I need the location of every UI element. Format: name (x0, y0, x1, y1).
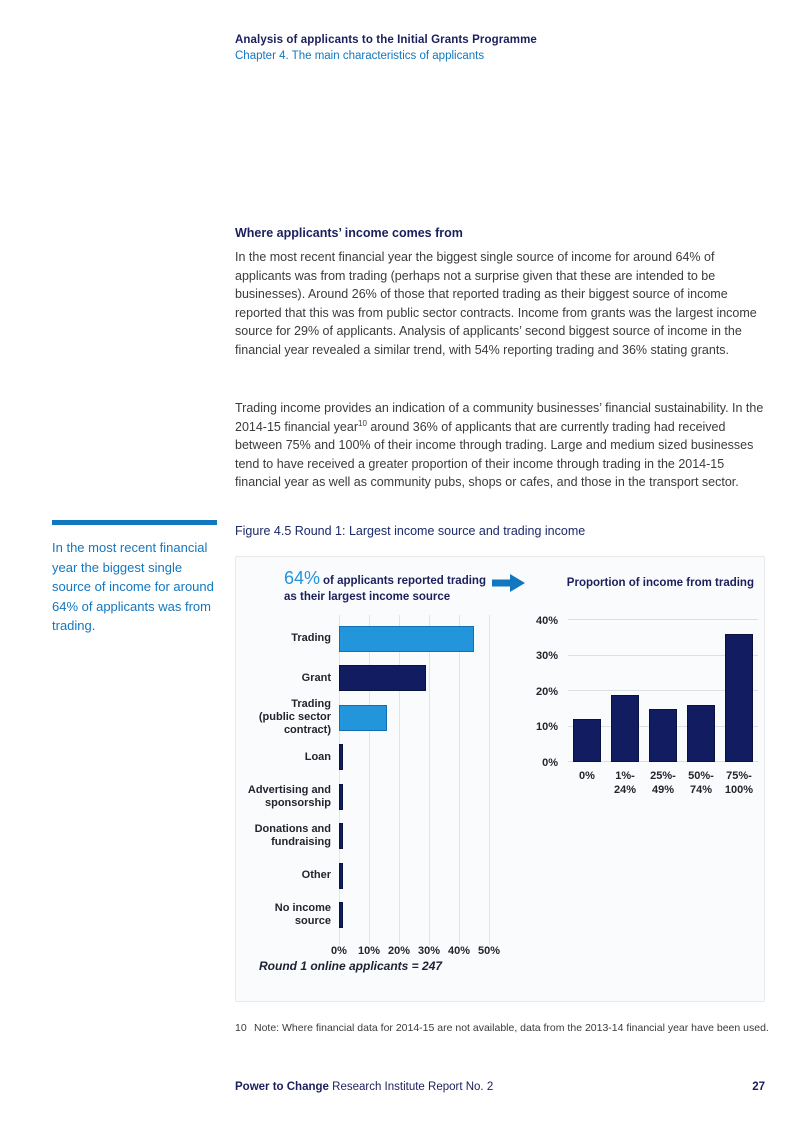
right-chart-title: Proportion of income from trading (566, 577, 754, 589)
bar-no-income-source (339, 902, 343, 929)
gridline (568, 654, 758, 656)
y-tick-label: 0% (542, 756, 558, 769)
x-tick-label: 50% (477, 945, 501, 957)
figure-stat: 64% of applicants reported trading as the… (284, 568, 494, 605)
body-paragraph-1: In the most recent financial year the bi… (235, 250, 757, 357)
figure-title: Figure 4.5 Round 1: Largest income sourc… (235, 524, 586, 538)
bar-donations-and-fundraising (339, 823, 343, 850)
right-arrow-icon (492, 574, 525, 592)
bar-track (339, 744, 489, 771)
chart-row-other: Other (236, 856, 506, 896)
gridline (568, 619, 758, 620)
x-tick-label: 10% (357, 945, 381, 957)
paragraph-text: Trading income provides an indication of… (235, 401, 764, 434)
left-bar-chart: Trading Grant Trading (public sector contrac… (236, 615, 506, 959)
bar-other (339, 862, 343, 889)
paragraph-text: around 36% of applicants that are curren… (235, 419, 754, 490)
x-tick-label: 30% (417, 945, 441, 957)
category-label: No income source (274, 902, 331, 928)
chart-row-no-income-source: No income source (236, 896, 506, 936)
figure-box: 64% of applicants reported trading as the… (235, 556, 765, 1002)
footnote-reference: 10 (358, 418, 367, 428)
page-number: 27 (752, 1081, 765, 1093)
x-tick-label: 0% (579, 770, 595, 782)
brand-name: Power to Change (235, 1081, 329, 1093)
bar-trading-public-sector-contract (339, 704, 387, 731)
chart-row-grant: Grant (236, 659, 506, 699)
bar-advertising-and-sponsorship (339, 783, 343, 810)
y-tick-label: 30% (535, 650, 558, 662)
gridline (429, 615, 430, 945)
gridline (369, 615, 370, 945)
x-tick-label: 20% (387, 945, 411, 957)
gridline (399, 615, 400, 945)
bar-0 (573, 719, 601, 762)
pull-quote: In the most recent financial year the bi… (52, 520, 222, 636)
bar-track (339, 862, 489, 889)
category-label: Donations and fundraising (254, 823, 331, 849)
y-tick-label: 40% (535, 614, 558, 627)
chart-row-donations-and-fundraising: Donations and fundraising (236, 817, 506, 857)
chapter-title: Chapter 4. The main characteristics of a… (235, 50, 485, 62)
page-footer: Power to Change Research Institute Repor… (235, 1081, 765, 1093)
bar-1-24 (611, 694, 639, 762)
bar-track (339, 704, 489, 731)
bar-50-74 (687, 705, 715, 762)
x-tick-label: 40% (447, 945, 471, 957)
category-label: Grant (301, 671, 331, 684)
x-tick-label: 75%- 100% (724, 770, 754, 796)
category-label: Loan (304, 750, 331, 763)
gridline (489, 615, 490, 945)
category-label: Advertising and sponsorship (247, 783, 331, 809)
bar-track (339, 625, 489, 652)
chart-row-trading-public-sector-contract: Trading (public sector contract) (236, 698, 506, 738)
bar-track (339, 665, 489, 692)
footer-imprint: Power to Change Research Institute Repor… (235, 1081, 493, 1093)
bar-loan (339, 744, 343, 771)
left-chart-gridlines (339, 615, 490, 945)
bars-group (568, 620, 758, 762)
category-label: Trading (291, 632, 331, 645)
gridline (339, 615, 340, 945)
stat-text: of applicants reported trading as their … (284, 575, 486, 603)
bar-track (339, 902, 489, 929)
gridline (568, 690, 758, 691)
footnote-text: Note: Where financial data for 2014-15 a… (254, 1022, 769, 1034)
footnote-number: 10 (235, 1022, 247, 1034)
bar-track (339, 783, 489, 810)
chart-row-trading: Trading (236, 619, 506, 659)
footer-report-name: Research Institute Report No. 2 (328, 1081, 494, 1093)
x-tick-label: 1%- 24% (613, 770, 637, 796)
report-title: Analysis of applicants to the Initial Gr… (235, 34, 537, 46)
y-tick-label: 10% (535, 721, 558, 733)
x-tick-label: 50%- 74% (688, 770, 714, 796)
chart-row-loan: Loan (236, 738, 506, 778)
right-chart-x-axis: 0% 1%- 24% 25%- 49% 50%- 74% 75%- 100% (568, 770, 758, 797)
bar-trading (339, 625, 474, 652)
gridline (459, 615, 460, 945)
right-chart-plot: 0% 10% 20% 30% 40% (536, 615, 758, 769)
bar-75-100 (725, 634, 753, 762)
pull-quote-rule (52, 520, 217, 525)
category-label: Trading (public sector contract) (258, 698, 331, 737)
bar-track (339, 823, 489, 850)
stat-number: 64% (284, 568, 321, 588)
x-tick-label: 25%- 49% (650, 770, 676, 796)
y-tick-label: 20% (535, 685, 558, 698)
section-heading: Where applicants’ income comes from (235, 226, 463, 240)
bar-25-49 (649, 708, 677, 762)
pull-quote-text: In the most recent financial year the bi… (52, 540, 214, 633)
figure-caption: Round 1 online applicants = 247 (259, 959, 443, 973)
footnote: 10 Note: Where financial data for 2014-1… (235, 1021, 775, 1036)
bar-grant (339, 665, 426, 692)
page-header: Analysis of applicants to the Initial Gr… (235, 34, 537, 62)
x-tick-label: 0% (331, 945, 347, 957)
left-chart-x-axis: 0% 10% 20% 30% 40% 50% (331, 945, 500, 959)
category-label: Other (301, 869, 331, 882)
chart-row-advertising-and-sponsorship: Advertising and sponsorship (236, 777, 506, 817)
body-paragraph-2: Trading income provides an indication of… (235, 399, 772, 492)
